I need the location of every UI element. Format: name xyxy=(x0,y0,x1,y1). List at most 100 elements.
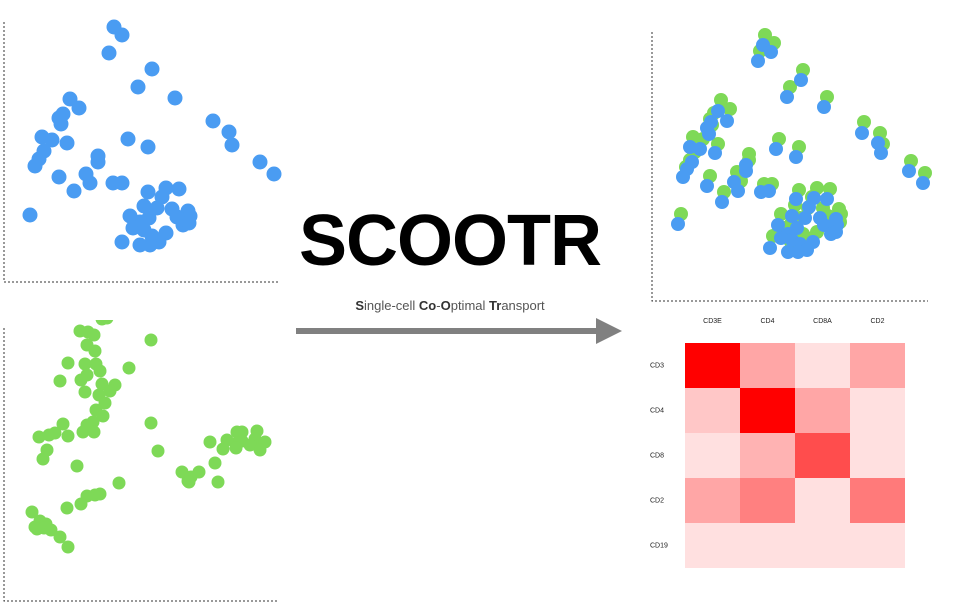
scatter-point xyxy=(53,530,67,544)
subtitle-part: ptimal xyxy=(450,298,490,313)
scatter-point xyxy=(103,384,117,398)
scatter-point xyxy=(711,104,725,118)
scatter-point xyxy=(27,158,43,174)
heatmap-cell xyxy=(850,523,905,568)
scatter-point xyxy=(829,225,843,239)
axes-aligned xyxy=(651,32,928,302)
subtitle-part: O xyxy=(440,298,451,313)
scatter-point xyxy=(700,179,714,193)
scatter-point xyxy=(780,90,794,104)
scatter-point xyxy=(140,139,156,155)
scatter-point xyxy=(771,218,785,232)
scatter-point xyxy=(171,181,187,197)
scatter-point xyxy=(122,361,136,375)
scatter-point xyxy=(88,344,102,358)
scatter-point xyxy=(151,444,165,458)
scatter-point xyxy=(235,425,249,439)
scatter-point xyxy=(101,45,117,61)
scatter-point xyxy=(130,79,146,95)
subtitle-part: Tr xyxy=(489,298,502,313)
scatter-point xyxy=(764,45,778,59)
scatter-point xyxy=(114,234,130,250)
scatter-point xyxy=(122,208,138,224)
scatter-point xyxy=(181,215,197,231)
scatter-point xyxy=(763,241,777,255)
heatmap-cell xyxy=(795,388,850,433)
scatter-point xyxy=(789,150,803,164)
scatter-point xyxy=(78,357,92,371)
scatter-point xyxy=(216,442,230,456)
scatter-point xyxy=(798,211,812,225)
correspondence-heatmap: CD3E CD4 CD8A CD2 CD3 CD4 CD8 CD2 CD19 xyxy=(650,318,905,568)
subtitle-part: - xyxy=(436,298,441,313)
scatter-point xyxy=(874,146,888,160)
arrow-shaft xyxy=(296,328,602,334)
scatter-point xyxy=(205,113,221,129)
scatter-point xyxy=(98,396,112,410)
heatmap-cell xyxy=(850,343,905,388)
heatmap-cell xyxy=(685,523,740,568)
scatter-point xyxy=(60,501,74,515)
heatmap-row-label: CD19 xyxy=(650,543,668,550)
subtitle-part: ingle-cell xyxy=(363,298,419,313)
scatter-point xyxy=(74,373,88,387)
scatter-point xyxy=(78,385,92,399)
scatter-point xyxy=(693,142,707,156)
scatter-point xyxy=(794,73,808,87)
scatter-point xyxy=(229,441,243,455)
scatter-plot-domain1 xyxy=(3,19,282,283)
scatter-point xyxy=(715,195,729,209)
scatter-point xyxy=(132,237,148,253)
method-subtitle: Single-cell Co-Optimal Transport xyxy=(280,298,620,313)
scatter-point xyxy=(32,430,46,444)
scatter-point xyxy=(224,137,240,153)
heatmap-cell xyxy=(850,478,905,523)
scatter-point xyxy=(762,184,776,198)
scatter-point xyxy=(53,374,67,388)
scatter-point xyxy=(144,61,160,77)
heatmap-cell xyxy=(795,343,850,388)
scatter-point xyxy=(44,132,60,148)
heatmap-cell xyxy=(795,433,850,478)
scatter-point xyxy=(252,154,268,170)
scatter-point xyxy=(807,191,821,205)
scatter-point xyxy=(820,192,834,206)
scatter-point xyxy=(731,184,745,198)
scatter-point xyxy=(112,476,126,490)
scatter-point xyxy=(714,93,728,107)
heatmap-cell xyxy=(685,433,740,478)
scatter-point xyxy=(211,475,225,489)
heatmap-cell xyxy=(685,343,740,388)
subtitle-part: Co xyxy=(418,298,437,313)
scatter-point xyxy=(857,115,871,129)
arrow-icon xyxy=(296,318,622,344)
scatter-point xyxy=(59,135,75,151)
heatmap-cell xyxy=(740,478,795,523)
scatter-point xyxy=(902,164,916,178)
scatter-point xyxy=(182,475,196,489)
scatter-point xyxy=(144,416,158,430)
scatter-point xyxy=(774,231,788,245)
scatter-point xyxy=(76,425,90,439)
scatter-point xyxy=(723,102,737,116)
scatter-point xyxy=(61,429,75,443)
method-title: SCOOTR xyxy=(298,201,602,281)
heatmap-column-label: CD3E xyxy=(703,318,722,325)
scatter-point xyxy=(93,364,107,378)
scatter-point xyxy=(149,200,165,216)
scatter-point xyxy=(144,333,158,347)
scatter-point xyxy=(136,198,152,214)
scatter-point xyxy=(720,114,734,128)
heatmap-cell xyxy=(795,478,850,523)
scatter-plot-aligned xyxy=(651,28,932,302)
scatter-point xyxy=(708,146,722,160)
heatmap-cell xyxy=(740,433,795,478)
scatter-point xyxy=(203,435,217,449)
heatmap-cell xyxy=(850,388,905,433)
scatter-point xyxy=(769,142,783,156)
scatter-point xyxy=(87,328,101,342)
scatter-point xyxy=(253,443,267,457)
scatter-point xyxy=(90,154,106,170)
scatter-point xyxy=(208,456,222,470)
scatter-point xyxy=(36,452,50,466)
